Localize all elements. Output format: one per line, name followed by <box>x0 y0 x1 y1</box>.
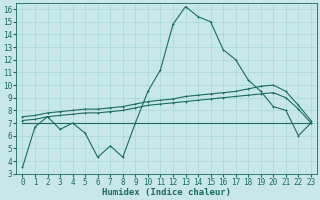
X-axis label: Humidex (Indice chaleur): Humidex (Indice chaleur) <box>102 188 231 197</box>
